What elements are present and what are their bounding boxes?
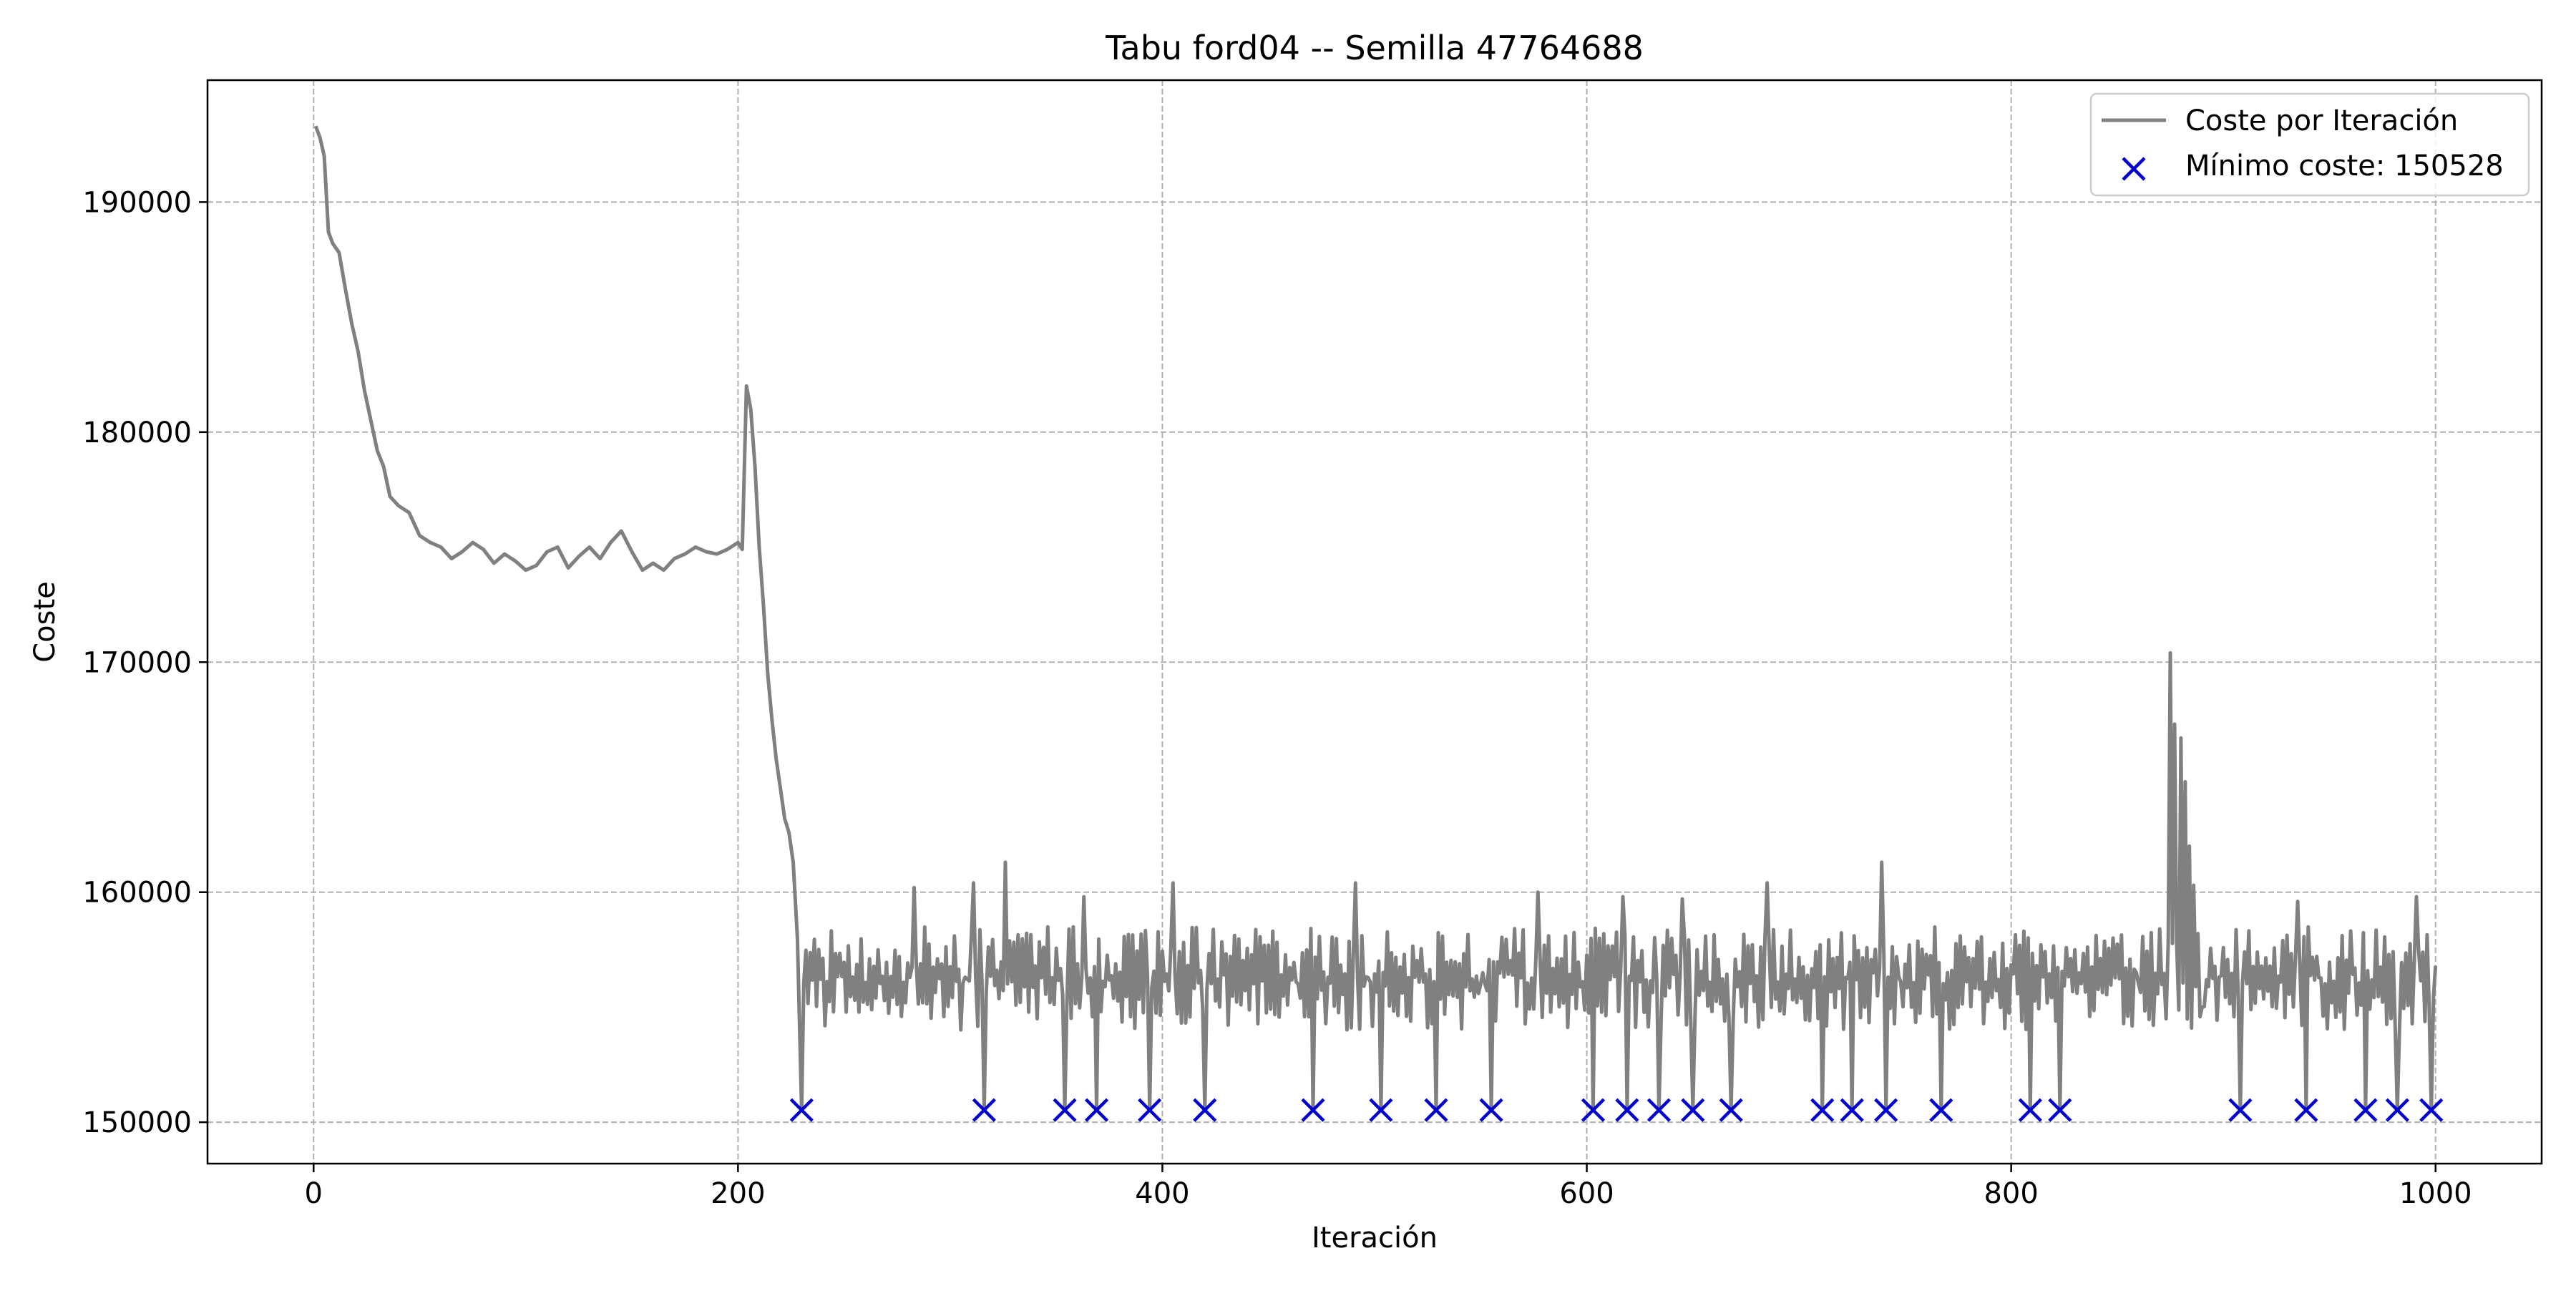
min-cost-marker <box>1581 1098 1606 1122</box>
min-cost-marker <box>2018 1098 2042 1122</box>
min-cost-marker <box>1681 1098 1705 1122</box>
min-cost-marker <box>2228 1098 2253 1122</box>
min-cost-marker <box>1874 1098 1898 1122</box>
plot-frame <box>206 79 2543 1165</box>
x-tick-label: 400 <box>1135 1177 1189 1210</box>
x-tick-label: 0 <box>305 1177 323 1210</box>
min-cost-marker <box>1929 1098 1953 1122</box>
min-cost-marker <box>972 1098 996 1122</box>
series-layer <box>313 125 2438 1112</box>
min-cost-marker <box>1615 1098 1639 1122</box>
cost-line <box>313 125 2438 1112</box>
min-cost-marker <box>1719 1098 1743 1122</box>
min-cost-marker <box>1084 1098 1109 1122</box>
legend-x-marker <box>2122 157 2146 181</box>
y-tick-label: 160000 <box>82 877 192 910</box>
legend-box <box>2089 92 2530 197</box>
y-tick-label: 150000 <box>82 1106 192 1139</box>
min-cost-marker <box>2294 1098 2318 1122</box>
min-cost-marker <box>1301 1098 1325 1122</box>
min-cost-marker <box>2385 1098 2409 1122</box>
min-cost-marker <box>1646 1098 1671 1122</box>
min-cost-marker <box>1369 1098 1393 1122</box>
y-tick-label: 170000 <box>82 646 192 679</box>
x-tick-label: 1000 <box>2399 1177 2472 1210</box>
y-tick-label: 190000 <box>82 186 192 219</box>
legend-label-minimum: Mínimo coste: 150528 <box>2185 150 2504 182</box>
legend-label-cost: Coste por Iteración <box>2185 104 2458 137</box>
min-cost-marker <box>2048 1098 2072 1122</box>
min-cost-marker <box>1479 1098 1503 1122</box>
min-cost-marker <box>1193 1098 1217 1122</box>
min-cost-marker <box>2353 1098 2378 1122</box>
y-tick-label: 180000 <box>82 416 192 449</box>
y-axis-label: Coste <box>29 581 62 663</box>
x-axis-label: Iteración <box>1312 1222 1438 1255</box>
min-cost-marker <box>1424 1098 1448 1122</box>
chart-title: Tabu ford04 -- Semilla 47764688 <box>1105 29 1644 67</box>
min-cost-marker <box>1810 1098 1835 1122</box>
legend: Coste por Iteración Mínimo coste: 150528 <box>2089 92 2530 197</box>
min-cost-marker <box>1138 1098 1162 1122</box>
x-tick-label: 600 <box>1559 1177 1614 1210</box>
min-cost-marker <box>789 1098 814 1122</box>
min-cost-marker <box>1053 1098 1077 1122</box>
axis-ticks: 0 200 400 600 800 1000 150000 160000 170000 18000… <box>82 186 2472 1210</box>
grid-lines <box>208 80 2542 1164</box>
min-cost-marker <box>2419 1098 2444 1122</box>
minimum-markers <box>789 1098 2444 1122</box>
x-tick-label: 800 <box>1984 1177 2038 1210</box>
x-tick-label: 200 <box>711 1177 765 1210</box>
min-cost-marker <box>1840 1098 1864 1122</box>
